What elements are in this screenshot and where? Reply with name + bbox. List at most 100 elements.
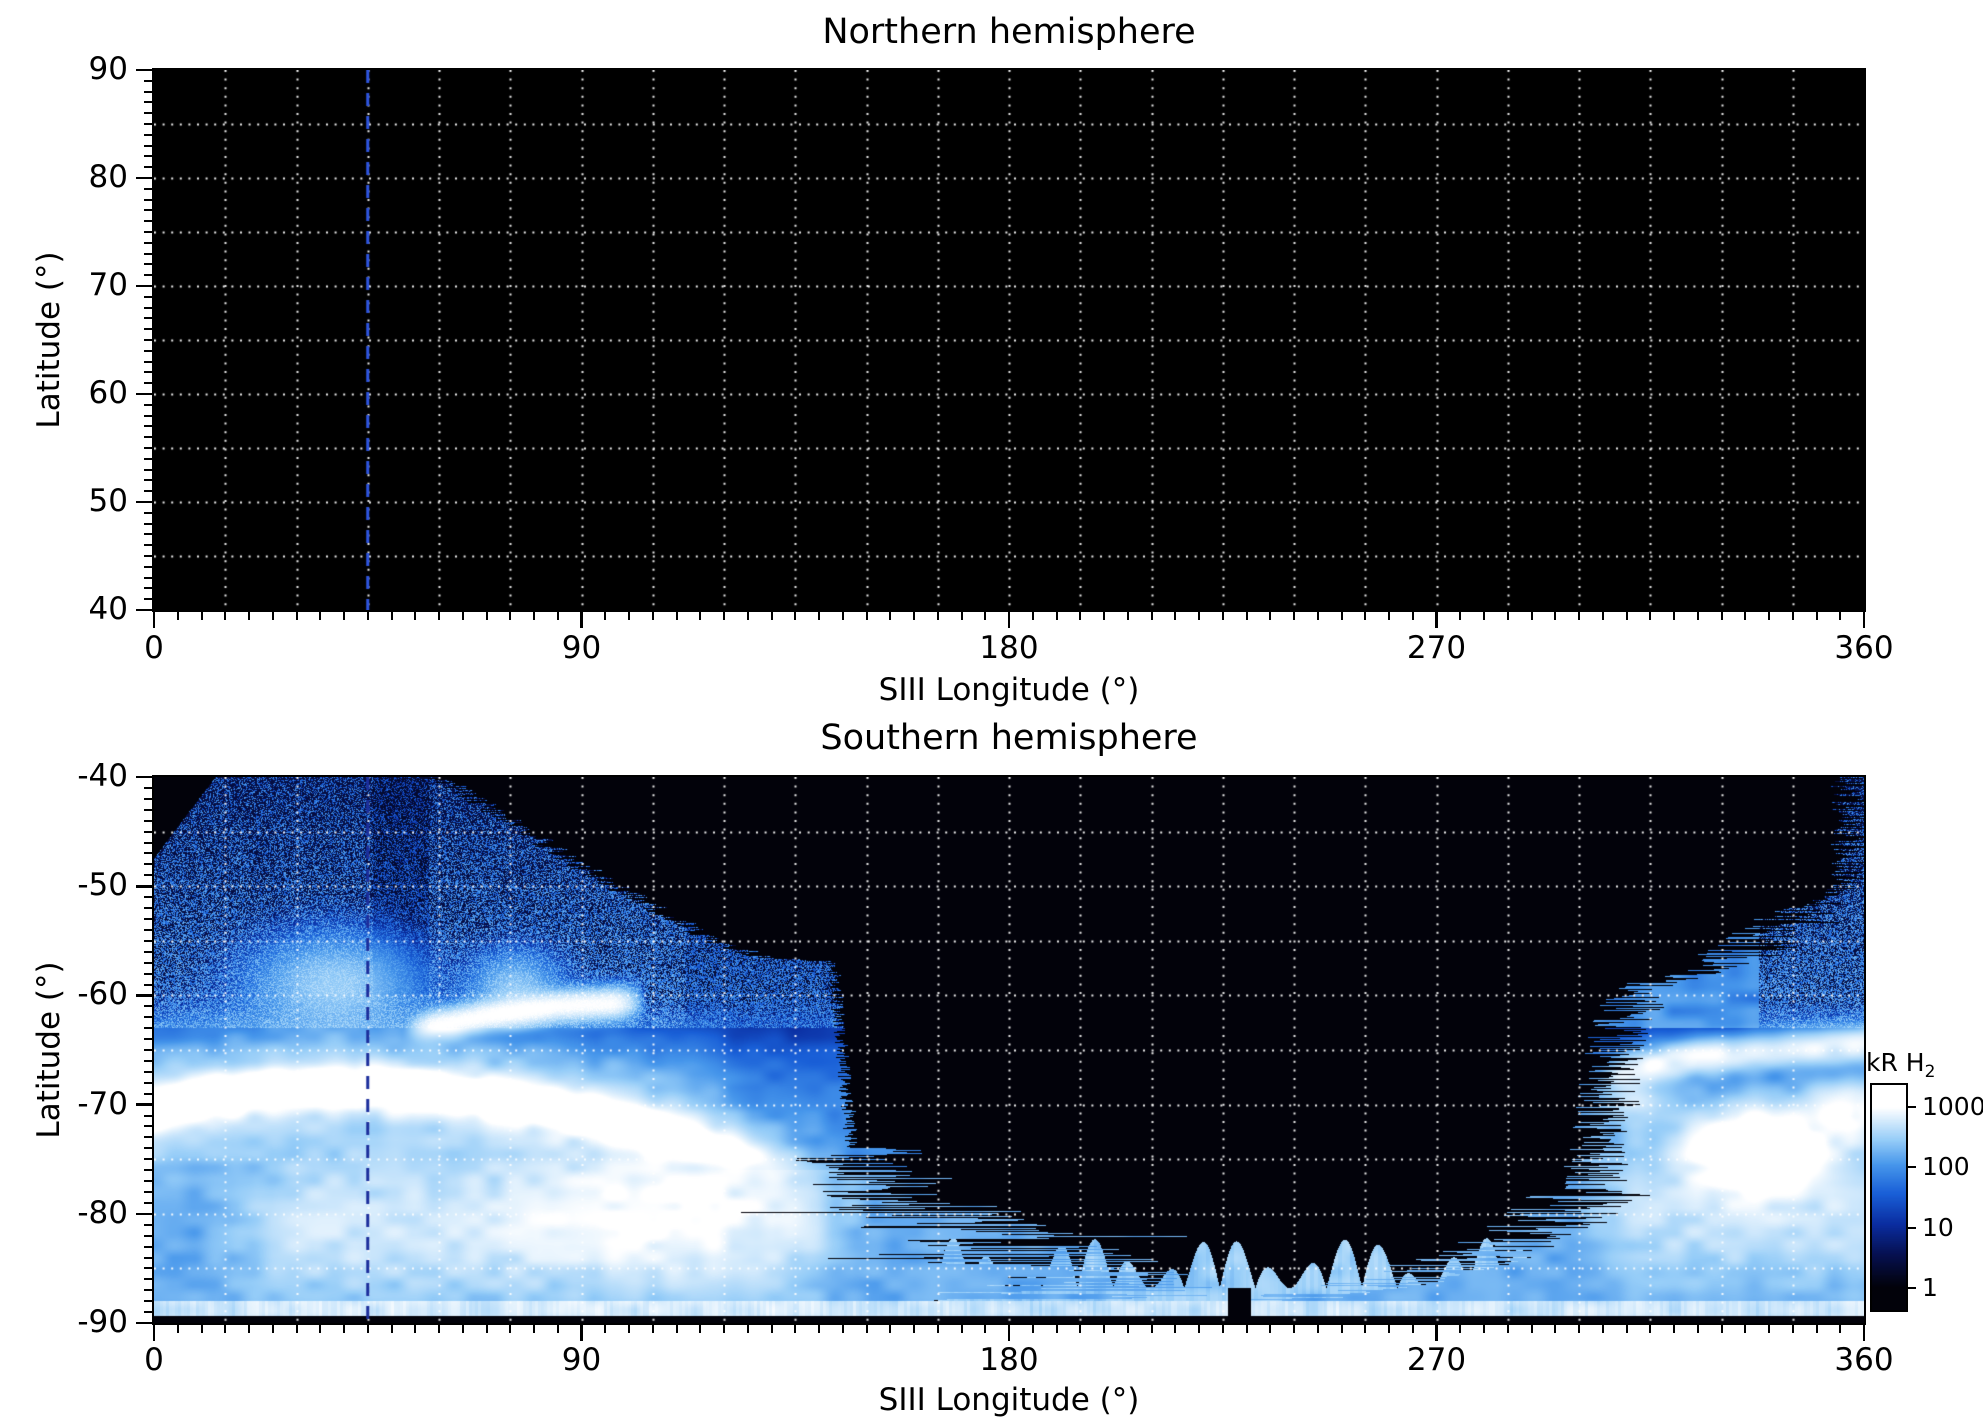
y-minor-tick: [144, 166, 152, 169]
x-minor-tick: [1815, 612, 1818, 620]
x-minor-tick: [889, 612, 892, 620]
x-minor-tick: [960, 612, 963, 620]
x-minor-tick: [1554, 1325, 1557, 1333]
x-minor-tick: [414, 1325, 417, 1333]
x-minor-tick: [1411, 612, 1414, 620]
x-minor-tick: [485, 1325, 488, 1333]
x-minor-tick: [1601, 612, 1604, 620]
x-minor-tick: [176, 612, 179, 620]
x-minor-tick: [390, 1325, 393, 1333]
x-minor-tick: [1696, 612, 1699, 620]
y-minor-tick: [144, 295, 152, 298]
x-minor-tick: [366, 1325, 369, 1333]
y-minor-tick: [144, 797, 152, 800]
y-major-tick: [136, 885, 152, 888]
y-major-tick: [136, 500, 152, 504]
x-minor-tick: [1578, 612, 1580, 620]
x-minor-tick: [1316, 1325, 1319, 1333]
x-minor-tick: [485, 612, 488, 620]
x-minor-tick: [1198, 612, 1200, 620]
y-minor-tick: [144, 1201, 152, 1204]
y-minor-tick: [144, 1245, 152, 1248]
colorbar-tick-label: 100: [1922, 1152, 1970, 1182]
x-tick-label: 0: [144, 630, 164, 666]
x-minor-tick: [1103, 612, 1105, 620]
x-minor-tick: [794, 1325, 797, 1333]
y-minor-tick: [144, 252, 152, 255]
y-minor-tick: [144, 1289, 152, 1292]
north-panel-title: Northern hemisphere: [822, 12, 1196, 52]
x-minor-tick: [1340, 612, 1343, 620]
x-minor-tick: [248, 612, 250, 620]
y-minor-tick: [144, 1158, 152, 1161]
x-minor-tick: [984, 1325, 987, 1333]
x-minor-tick: [936, 612, 939, 620]
x-minor-tick: [438, 1325, 440, 1333]
y-minor-tick: [144, 187, 152, 190]
x-minor-tick: [1744, 1325, 1747, 1333]
y-minor-tick: [144, 819, 152, 822]
y-minor-tick: [144, 555, 152, 557]
x-tick-label: 360: [1834, 1342, 1894, 1378]
x-minor-tick: [1126, 612, 1129, 620]
x-minor-tick: [556, 612, 559, 620]
y-minor-tick: [144, 382, 152, 385]
x-minor-tick: [723, 1325, 725, 1333]
y-minor-tick: [144, 576, 152, 579]
y-minor-tick: [144, 961, 152, 964]
x-minor-tick: [343, 612, 345, 620]
x-minor-tick: [1791, 1325, 1794, 1333]
x-major-tick: [152, 612, 156, 628]
y-minor-tick: [144, 155, 152, 158]
x-minor-tick: [414, 612, 417, 620]
y-minor-tick: [144, 1278, 152, 1281]
x-tick-label: 90: [561, 630, 602, 666]
y-minor-tick: [144, 972, 152, 975]
x-major-tick: [152, 1325, 156, 1341]
y-tick-label: 80: [88, 159, 128, 195]
x-minor-tick: [461, 612, 464, 620]
x-minor-tick: [1601, 1325, 1604, 1333]
y-major-tick: [136, 176, 152, 180]
y-minor-tick: [144, 403, 152, 406]
y-minor-tick: [144, 928, 152, 931]
y-minor-tick: [144, 565, 152, 568]
y-minor-tick: [144, 274, 152, 277]
x-minor-tick: [1530, 612, 1533, 620]
y-minor-tick: [144, 1049, 152, 1051]
south-plot-area: [152, 775, 1866, 1325]
x-minor-tick: [675, 1325, 678, 1333]
x-minor-tick: [1269, 1325, 1272, 1333]
north-plot-area: [152, 68, 1866, 612]
x-minor-tick: [1720, 1325, 1723, 1333]
x-minor-tick: [1744, 612, 1747, 620]
x-minor-tick: [651, 612, 654, 620]
x-minor-tick: [343, 1325, 345, 1333]
x-minor-tick: [889, 1325, 892, 1333]
y-minor-tick: [144, 1027, 152, 1030]
y-minor-tick: [144, 1267, 152, 1270]
colorbar-title-sub: 2: [1924, 1062, 1936, 1082]
x-minor-tick: [295, 612, 298, 620]
x-minor-tick: [1174, 1325, 1177, 1333]
x-minor-tick: [438, 612, 440, 620]
y-minor-tick: [144, 1059, 152, 1062]
x-minor-tick: [224, 1325, 227, 1333]
x-minor-tick: [271, 612, 274, 620]
y-minor-tick: [144, 1256, 152, 1259]
y-minor-tick: [144, 808, 152, 811]
x-minor-tick: [1696, 1325, 1699, 1333]
x-tick-label: 90: [561, 1342, 602, 1378]
x-minor-tick: [604, 612, 607, 620]
x-minor-tick: [770, 612, 773, 620]
y-minor-tick: [144, 522, 152, 525]
x-minor-tick: [1079, 1325, 1082, 1333]
y-minor-tick: [144, 144, 152, 147]
x-minor-tick: [1791, 612, 1794, 620]
x-minor-tick: [1483, 1325, 1485, 1333]
x-minor-tick: [1245, 1325, 1248, 1333]
x-minor-tick: [1483, 612, 1485, 620]
y-minor-tick: [144, 263, 152, 266]
x-minor-tick: [1839, 612, 1842, 620]
